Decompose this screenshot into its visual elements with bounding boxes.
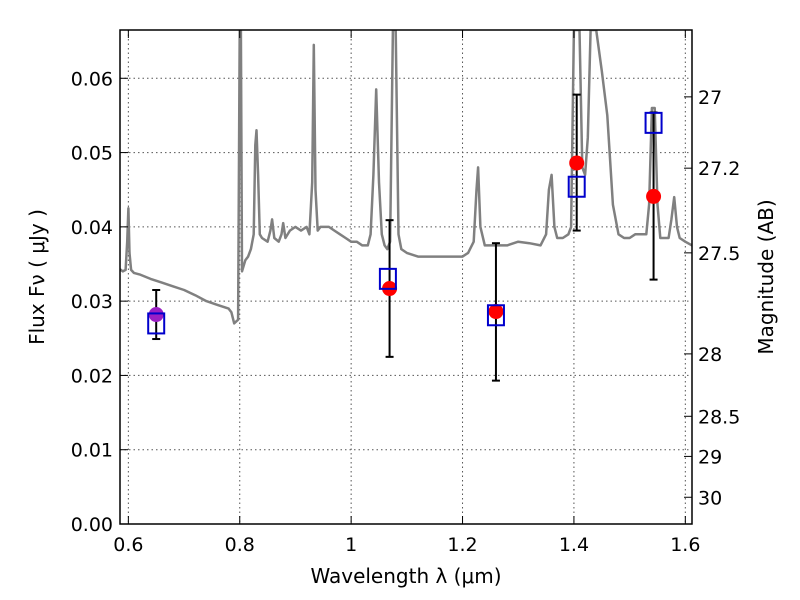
right-tick-label: 27 (698, 87, 722, 109)
y-axis-label: Flux Fν ( μJy ) (25, 209, 49, 345)
right-tick-label: 27.2 (698, 158, 740, 180)
model-spectrum (120, 30, 692, 325)
right-tick-label: 27.5 (698, 243, 740, 265)
x-tick-label: 1.4 (559, 534, 589, 556)
model-spectrum-line (120, 30, 692, 325)
synthetic-point (147, 312, 166, 335)
x-tick-label: 0.8 (225, 534, 255, 556)
x-tick-label: 1.6 (670, 534, 700, 556)
observed-point (646, 188, 662, 204)
observed-point (488, 304, 504, 320)
x-tick-label: 1 (345, 534, 357, 556)
right-tick-label: 28.5 (698, 406, 740, 428)
x-tick-label: 1.2 (447, 534, 477, 556)
y-axis: 0.00 0.01 0.02 0.03 0.04 0.05 0.06 (71, 68, 128, 536)
right-axis-label: Magnitude (AB) (754, 199, 778, 354)
observed-point (569, 155, 585, 171)
observed-point (148, 307, 164, 323)
right-tick-label: 28 (698, 344, 722, 366)
y-tick-label: 0.04 (71, 217, 113, 239)
x-tick-label: 0.6 (113, 534, 143, 556)
right-axis: 27 27.2 27.5 28 28.5 29 30 (684, 87, 740, 509)
y-tick-label: 0.03 (71, 291, 113, 313)
plot-frame (119, 29, 693, 525)
right-tick-label: 30 (698, 487, 722, 509)
y-tick-label: 0.01 (71, 440, 113, 462)
right-tick-label: 29 (698, 446, 722, 468)
y-tick-label: 0.06 (71, 68, 113, 90)
y-tick-label: 0.00 (71, 514, 113, 536)
synthetic-points (147, 111, 663, 335)
synthetic-point (644, 111, 663, 134)
synthetic-point (486, 304, 505, 327)
y-tick-label: 0.02 (71, 365, 113, 387)
x-axis-label: Wavelength λ (μm) (310, 564, 501, 588)
x-axis: 0.6 0.8 1 1.2 1.4 1.6 (113, 30, 700, 556)
synthetic-point (567, 175, 586, 198)
y-tick-label: 0.05 (71, 143, 113, 165)
synthetic-point (378, 267, 397, 290)
